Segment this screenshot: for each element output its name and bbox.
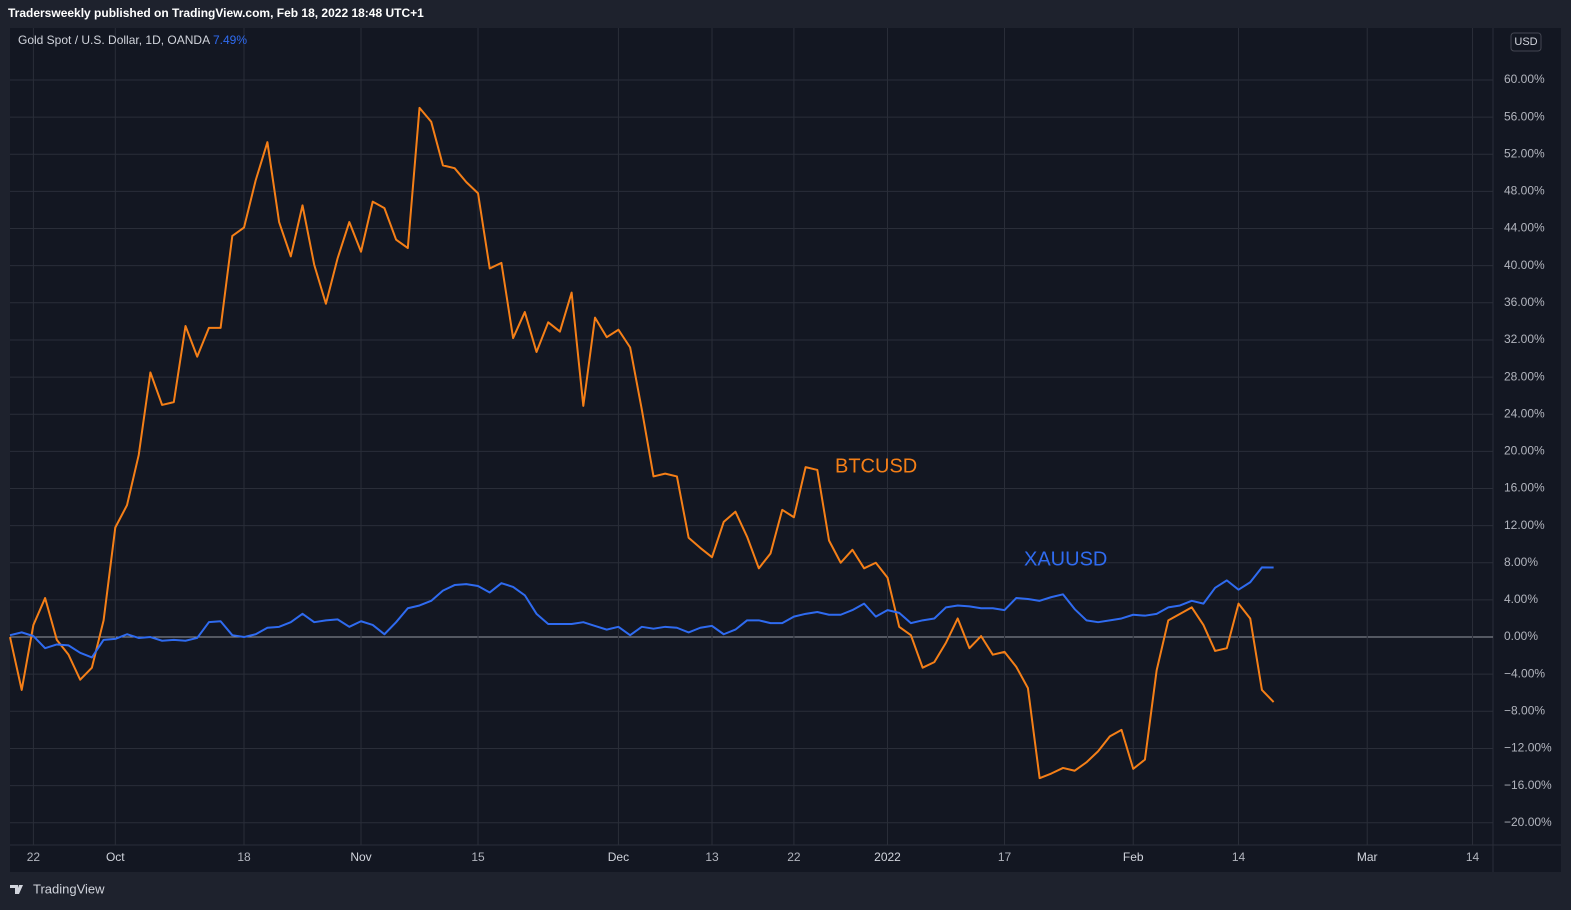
logo (10, 885, 23, 894)
x-tick-label: 22 (787, 850, 801, 864)
x-tick-label: Feb (1123, 850, 1144, 864)
x-tick-label: 18 (237, 850, 251, 864)
series-annotation: XAUUSD (1024, 548, 1107, 570)
y-tick-label: 4.00% (1504, 592, 1538, 606)
labels: −20.00% −16.00% −12.00% −8.00% −4.00% 0.00% 4.… (27, 72, 1552, 864)
y-tick-label: −16.00% (1504, 778, 1552, 792)
y-tick-label: 60.00% (1504, 72, 1545, 86)
y-tick-label: 28.00% (1504, 369, 1545, 383)
y-tick-label: 36.00% (1504, 295, 1545, 309)
x-tick-label: 14 (1466, 850, 1480, 864)
y-tick-label: −4.00% (1504, 666, 1545, 680)
y-tick-label: −8.00% (1504, 703, 1545, 717)
currency-label: USD (1514, 36, 1537, 48)
lines (9, 106, 1275, 780)
currency-box (1510, 32, 1542, 52)
y-tick-label: 56.00% (1504, 109, 1545, 123)
x-tick-label: 17 (998, 850, 1012, 864)
series-line (9, 566, 1274, 659)
x-tick-label: 15 (471, 850, 485, 864)
y-tick-label: 24.00% (1504, 406, 1545, 420)
logo-icon (10, 885, 23, 894)
symbol-title: Gold Spot / U.S. Dollar, 1D, OANDA (18, 33, 210, 47)
series-annotation: BTCUSD (835, 455, 917, 477)
y-tick-label: 16.00% (1504, 481, 1545, 495)
x-tick-label: 2022 (874, 850, 901, 864)
y-tick-label: −12.00% (1504, 741, 1552, 755)
x-tick-label: Nov (350, 850, 371, 864)
time-axis (10, 845, 1561, 872)
y-tick-label: 44.00% (1504, 221, 1545, 235)
x-tick-label: 13 (705, 850, 719, 864)
plot-area (10, 28, 1493, 845)
published-line: Tradersweekly published on TradingView.c… (8, 6, 424, 20)
y-tick-label: 20.00% (1504, 444, 1545, 458)
y-tick-label: 32.00% (1504, 332, 1545, 346)
y-tick-label: 8.00% (1504, 555, 1538, 569)
x-tick-label: Mar (1357, 850, 1378, 864)
grid (10, 28, 1493, 845)
x-tick-label: Dec (608, 850, 629, 864)
y-tick-label: −20.00% (1504, 815, 1552, 829)
y-tick-label: 52.00% (1504, 146, 1545, 160)
footer-brand: TradingView (33, 881, 105, 896)
series-line (9, 106, 1275, 780)
y-tick-label: 12.00% (1504, 518, 1545, 532)
change-value: 7.49% (213, 33, 247, 47)
x-tick-label: 14 (1232, 850, 1246, 864)
y-tick-label: 48.00% (1504, 184, 1545, 198)
x-tick-label: Oct (106, 850, 125, 864)
y-tick-label: 40.00% (1504, 258, 1545, 272)
price-axis (1493, 28, 1561, 845)
y-tick-label: 0.00% (1504, 629, 1538, 643)
x-tick-label: 22 (27, 850, 41, 864)
